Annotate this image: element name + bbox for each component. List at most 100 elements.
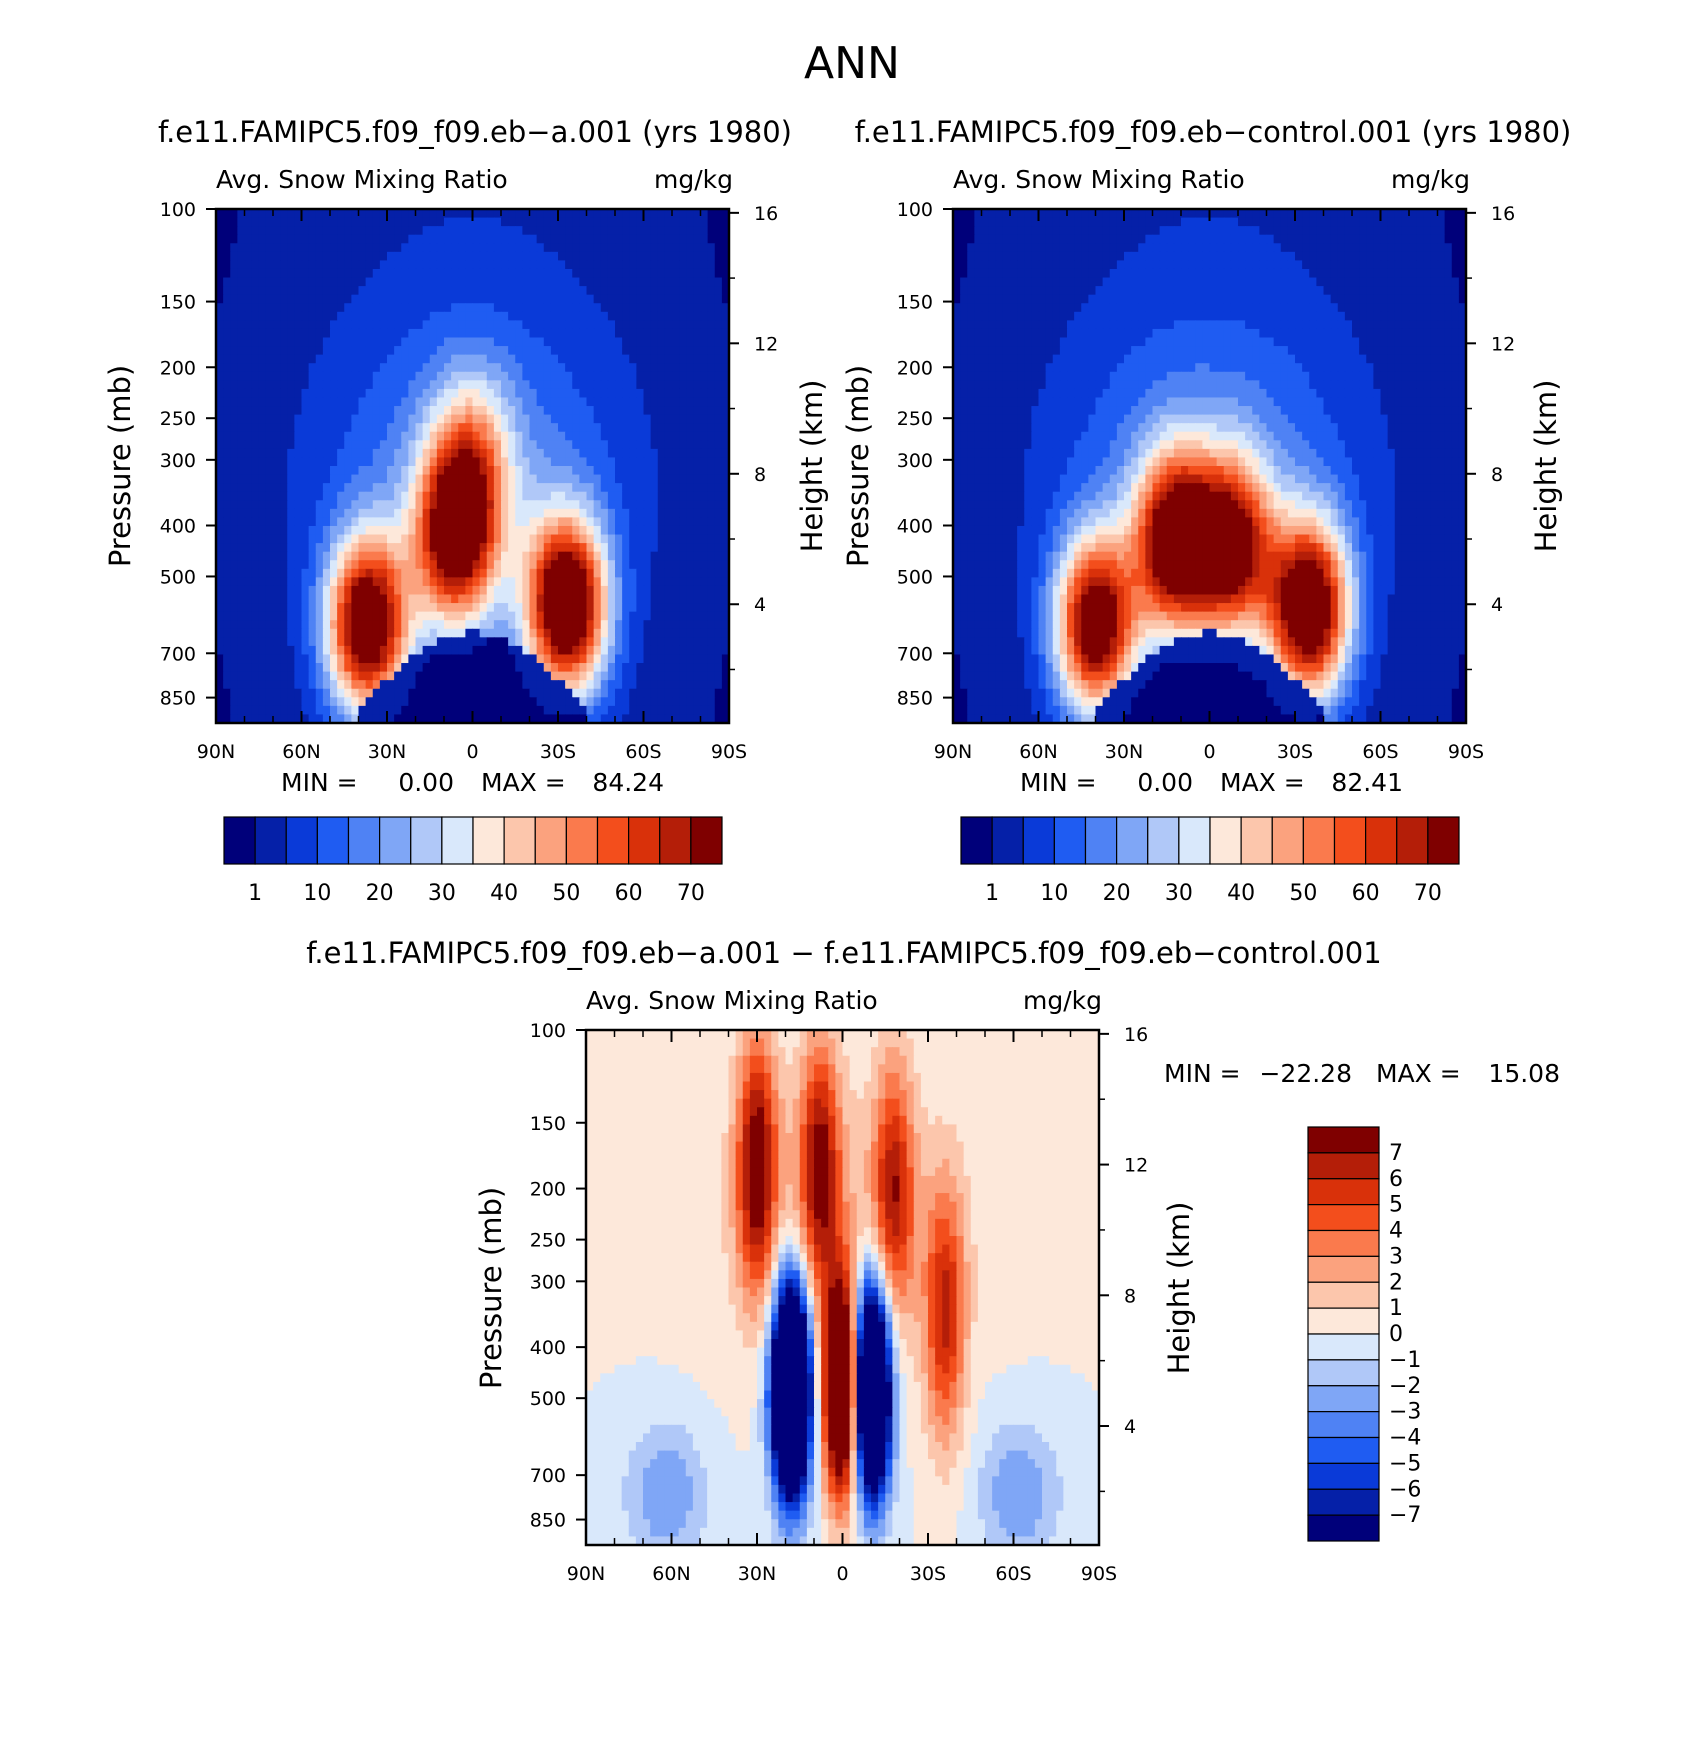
heatmap-cell	[444, 388, 452, 399]
heatmap-cell	[686, 226, 694, 236]
heatmap-cell	[301, 585, 310, 596]
heatmap-cell	[315, 268, 324, 279]
heatmap-cell	[287, 363, 295, 373]
heatmap-cell	[344, 560, 352, 570]
heatmap-cell	[486, 714, 495, 724]
heatmap-cell	[536, 714, 545, 724]
heatmap-cell	[522, 440, 531, 450]
heatmap-cell	[721, 671, 730, 681]
heatmap-cell	[216, 294, 224, 304]
heatmap-cell	[657, 303, 666, 313]
heatmap-cell	[301, 594, 310, 604]
heatmap-cell	[586, 431, 595, 441]
heatmap-cell	[558, 209, 566, 219]
heatmap-cell	[465, 714, 474, 724]
heatmap-cell	[572, 594, 580, 604]
heatmap-cell	[472, 234, 481, 244]
heatmap-cell	[657, 320, 666, 330]
heatmap-cell	[479, 397, 488, 407]
heatmap-cell	[572, 654, 580, 664]
heatmap-cell	[351, 491, 360, 501]
heatmap-cell	[351, 380, 360, 390]
heatmap-cell	[586, 551, 595, 561]
heatmap-cell	[543, 286, 552, 296]
heatmap-cell	[1195, 234, 1203, 244]
heatmap-cell	[600, 260, 609, 270]
heatmap-cell	[436, 525, 445, 536]
heatmap-cell	[1458, 260, 1467, 270]
heatmap-cell	[401, 277, 409, 287]
heatmap-cell	[472, 620, 481, 630]
heatmap-cell	[308, 551, 317, 561]
heatmap-cell	[444, 543, 452, 553]
heatmap-cell	[344, 671, 352, 681]
heatmap-cell	[558, 286, 566, 296]
heatmap-cell	[358, 645, 367, 656]
heatmap-cell	[1173, 260, 1182, 270]
heatmap-cell	[465, 611, 474, 621]
heatmap-cell	[379, 645, 388, 656]
heatmap-cell	[586, 346, 595, 356]
heatmap-cell	[244, 560, 253, 570]
heatmap-cell	[650, 354, 659, 364]
heatmap-cell	[273, 294, 281, 304]
heatmap-cell	[294, 320, 303, 330]
heatmap-cell	[415, 457, 424, 467]
heatmap-cell	[1280, 226, 1289, 236]
heatmap-cell	[251, 448, 260, 459]
heatmap-cell	[408, 637, 417, 647]
heatmap-cell	[216, 594, 224, 604]
heatmap-cell	[1273, 226, 1282, 236]
heatmap-cell	[988, 251, 997, 261]
heatmap-cell	[550, 525, 559, 536]
heatmap-cell	[479, 568, 488, 578]
heatmap-cell	[486, 637, 495, 647]
heatmap-cell	[244, 277, 253, 287]
heatmap-cell	[280, 320, 288, 330]
heatmap-cell	[593, 603, 602, 613]
panel-a-min-value: 0.00	[398, 768, 454, 797]
heatmap-cell	[572, 243, 580, 253]
heatmap-cell	[536, 500, 545, 510]
heatmap-cell	[358, 500, 367, 510]
heatmap-cell	[593, 568, 602, 578]
heatmap-cell	[615, 491, 623, 501]
heatmap-cell	[586, 517, 595, 527]
heatmap-cell	[322, 594, 331, 604]
heatmap-cell	[244, 637, 253, 647]
heatmap-cell	[550, 363, 559, 373]
heatmap-cell	[536, 380, 545, 390]
heatmap-cell	[721, 440, 730, 450]
heatmap-cell	[672, 568, 680, 578]
heatmap-cell	[294, 448, 303, 459]
heatmap-cell	[550, 303, 559, 313]
heatmap-cell	[1017, 234, 1025, 244]
heatmap-cell	[721, 688, 730, 698]
heatmap-cell	[301, 688, 310, 698]
heatmap-cell	[600, 714, 609, 724]
heatmap-cell	[315, 457, 324, 467]
heatmap-cell	[536, 680, 545, 690]
heatmap-cell	[287, 534, 295, 544]
heatmap-cell	[1444, 217, 1453, 227]
heatmap-cell	[337, 448, 345, 459]
heatmap-cell	[572, 663, 580, 673]
heatmap-cell	[615, 286, 623, 296]
heatmap-cell	[579, 663, 588, 673]
heatmap-cell	[493, 637, 502, 647]
heatmap-cell	[372, 705, 381, 716]
colorbar-swatch	[565, 816, 599, 865]
heatmap-cell	[550, 645, 559, 656]
heatmap-cell	[330, 663, 338, 673]
heatmap-cell	[294, 585, 303, 596]
heatmap-cell	[550, 234, 559, 244]
heatmap-cell	[1245, 260, 1253, 270]
heatmap-cell	[643, 620, 652, 630]
heatmap-cell	[600, 448, 609, 459]
heatmap-cell	[337, 423, 345, 433]
heatmap-cell	[415, 483, 424, 493]
heatmap-cell	[436, 286, 445, 296]
heatmap-cell	[657, 543, 666, 553]
heatmap-cell	[629, 371, 637, 381]
heatmap-cell	[515, 680, 523, 690]
